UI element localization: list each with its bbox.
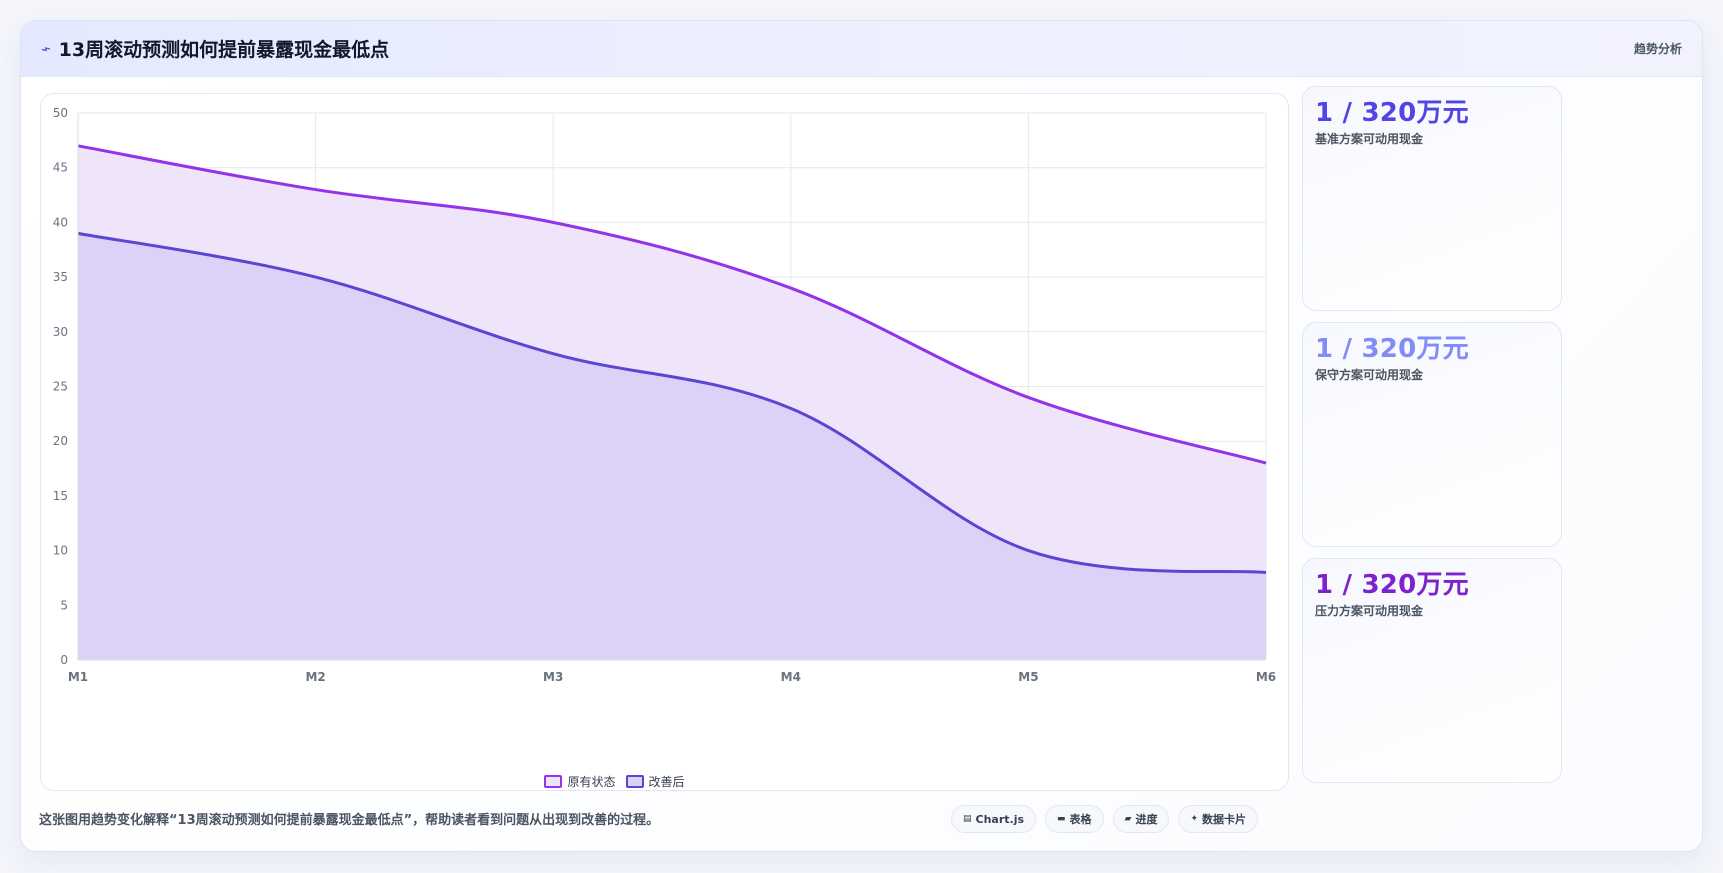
y-tick-label: 50 xyxy=(53,106,68,120)
kpi-label-baseline: 基准方案可动用现金 xyxy=(1315,132,1424,146)
chip-chartjs[interactable]: ▤ Chart.js xyxy=(951,805,1037,833)
card-header: ⌁ 13周滚动预测如何提前暴露现金最低点 趋势分析 xyxy=(21,21,1702,77)
chart-legend: 原有状态 改善后 xyxy=(41,773,1288,790)
x-tick-label: M4 xyxy=(781,670,801,684)
x-tick-label: M6 xyxy=(1256,670,1276,684)
legend-swatch-original xyxy=(544,775,563,788)
kpi-label-stress: 压力方案可动用现金 xyxy=(1315,604,1424,618)
y-tick-label: 30 xyxy=(53,325,68,339)
x-tick-label: M2 xyxy=(305,670,325,684)
x-tick-label: M5 xyxy=(1018,670,1038,684)
chip-group: ▤ Chart.js ▬ 表格 ▰ 进度 ✦ 数据卡片 xyxy=(951,805,1259,833)
legend-label-improved: 改善后 xyxy=(648,775,685,789)
y-tick-label: 45 xyxy=(53,161,68,175)
legend-item-original[interactable]: 原有状态 xyxy=(544,773,616,790)
chip-progress[interactable]: ▰ 进度 xyxy=(1112,805,1170,833)
kpi-card-stress: 1 / 320万元 压力方案可动用现金 xyxy=(1302,558,1562,783)
chip-label: 表格 xyxy=(1069,813,1092,826)
y-tick-label: 35 xyxy=(53,270,68,284)
chart-card: ⌁ 13周滚动预测如何提前暴露现金最低点 趋势分析 0 5 10 15 20 25 30 35… xyxy=(20,20,1703,852)
kpi-label-conservative: 保守方案可动用现金 xyxy=(1315,368,1424,382)
data-card-icon: ✦ xyxy=(1190,814,1199,824)
kpi-card-baseline: 1 / 320万元 基准方案可动用现金 xyxy=(1302,86,1562,311)
y-tick-label: 5 xyxy=(60,598,68,612)
y-tick-label: 40 xyxy=(53,215,68,229)
x-tick-label: M3 xyxy=(543,670,563,684)
area-chart: 0 5 10 15 20 25 30 35 40 45 50 M1 M2 M3 M4 M5 M6 xyxy=(53,106,1276,684)
chart-description: 这张图用趋势变化解释“13周滚动预测如何提前暴露现金最低点”，帮助读者看到问题从… xyxy=(39,813,660,828)
legend-item-improved[interactable]: 改善后 xyxy=(625,773,685,790)
chart-icon: ▤ xyxy=(963,814,972,824)
y-tick-label: 10 xyxy=(53,544,68,558)
chip-label: 数据卡片 xyxy=(1202,813,1247,826)
kpi-value-baseline: 1 / 320万元 xyxy=(1315,98,1469,128)
chart-panel: 0 5 10 15 20 25 30 35 40 45 50 M1 M2 M3 M4 M5 M6 原有状态 改善… xyxy=(40,93,1289,791)
legend-label-original: 原有状态 xyxy=(567,775,616,789)
trend-analysis-tag: 趋势分析 xyxy=(1633,42,1682,56)
legend-swatch-improved xyxy=(625,775,644,788)
series-improved-line xyxy=(77,231,1267,574)
trend-icon: ⌁ xyxy=(38,37,54,60)
table-icon: ▬ xyxy=(1057,814,1066,824)
chip-label: Chart.js xyxy=(975,812,1025,826)
y-tick-label: 25 xyxy=(53,380,68,394)
chip-data-card[interactable]: ✦ 数据卡片 xyxy=(1178,805,1259,833)
series-original-line xyxy=(77,144,1267,465)
y-tick-label: 0 xyxy=(60,653,68,667)
y-tick-label: 20 xyxy=(53,434,68,448)
chip-label: 进度 xyxy=(1135,813,1158,826)
card-title: 13周滚动预测如何提前暴露现金最低点 xyxy=(58,39,390,61)
kpi-value-conservative: 1 / 320万元 xyxy=(1315,334,1469,364)
chip-table[interactable]: ▬ 表格 xyxy=(1045,805,1104,833)
series-improved-area xyxy=(78,233,1266,660)
kpi-card-conservative: 1 / 320万元 保守方案可动用现金 xyxy=(1302,322,1562,547)
progress-icon: ▰ xyxy=(1124,814,1132,824)
y-tick-label: 15 xyxy=(53,489,68,503)
x-tick-label: M1 xyxy=(68,670,88,684)
kpi-value-stress: 1 / 320万元 xyxy=(1315,570,1469,600)
